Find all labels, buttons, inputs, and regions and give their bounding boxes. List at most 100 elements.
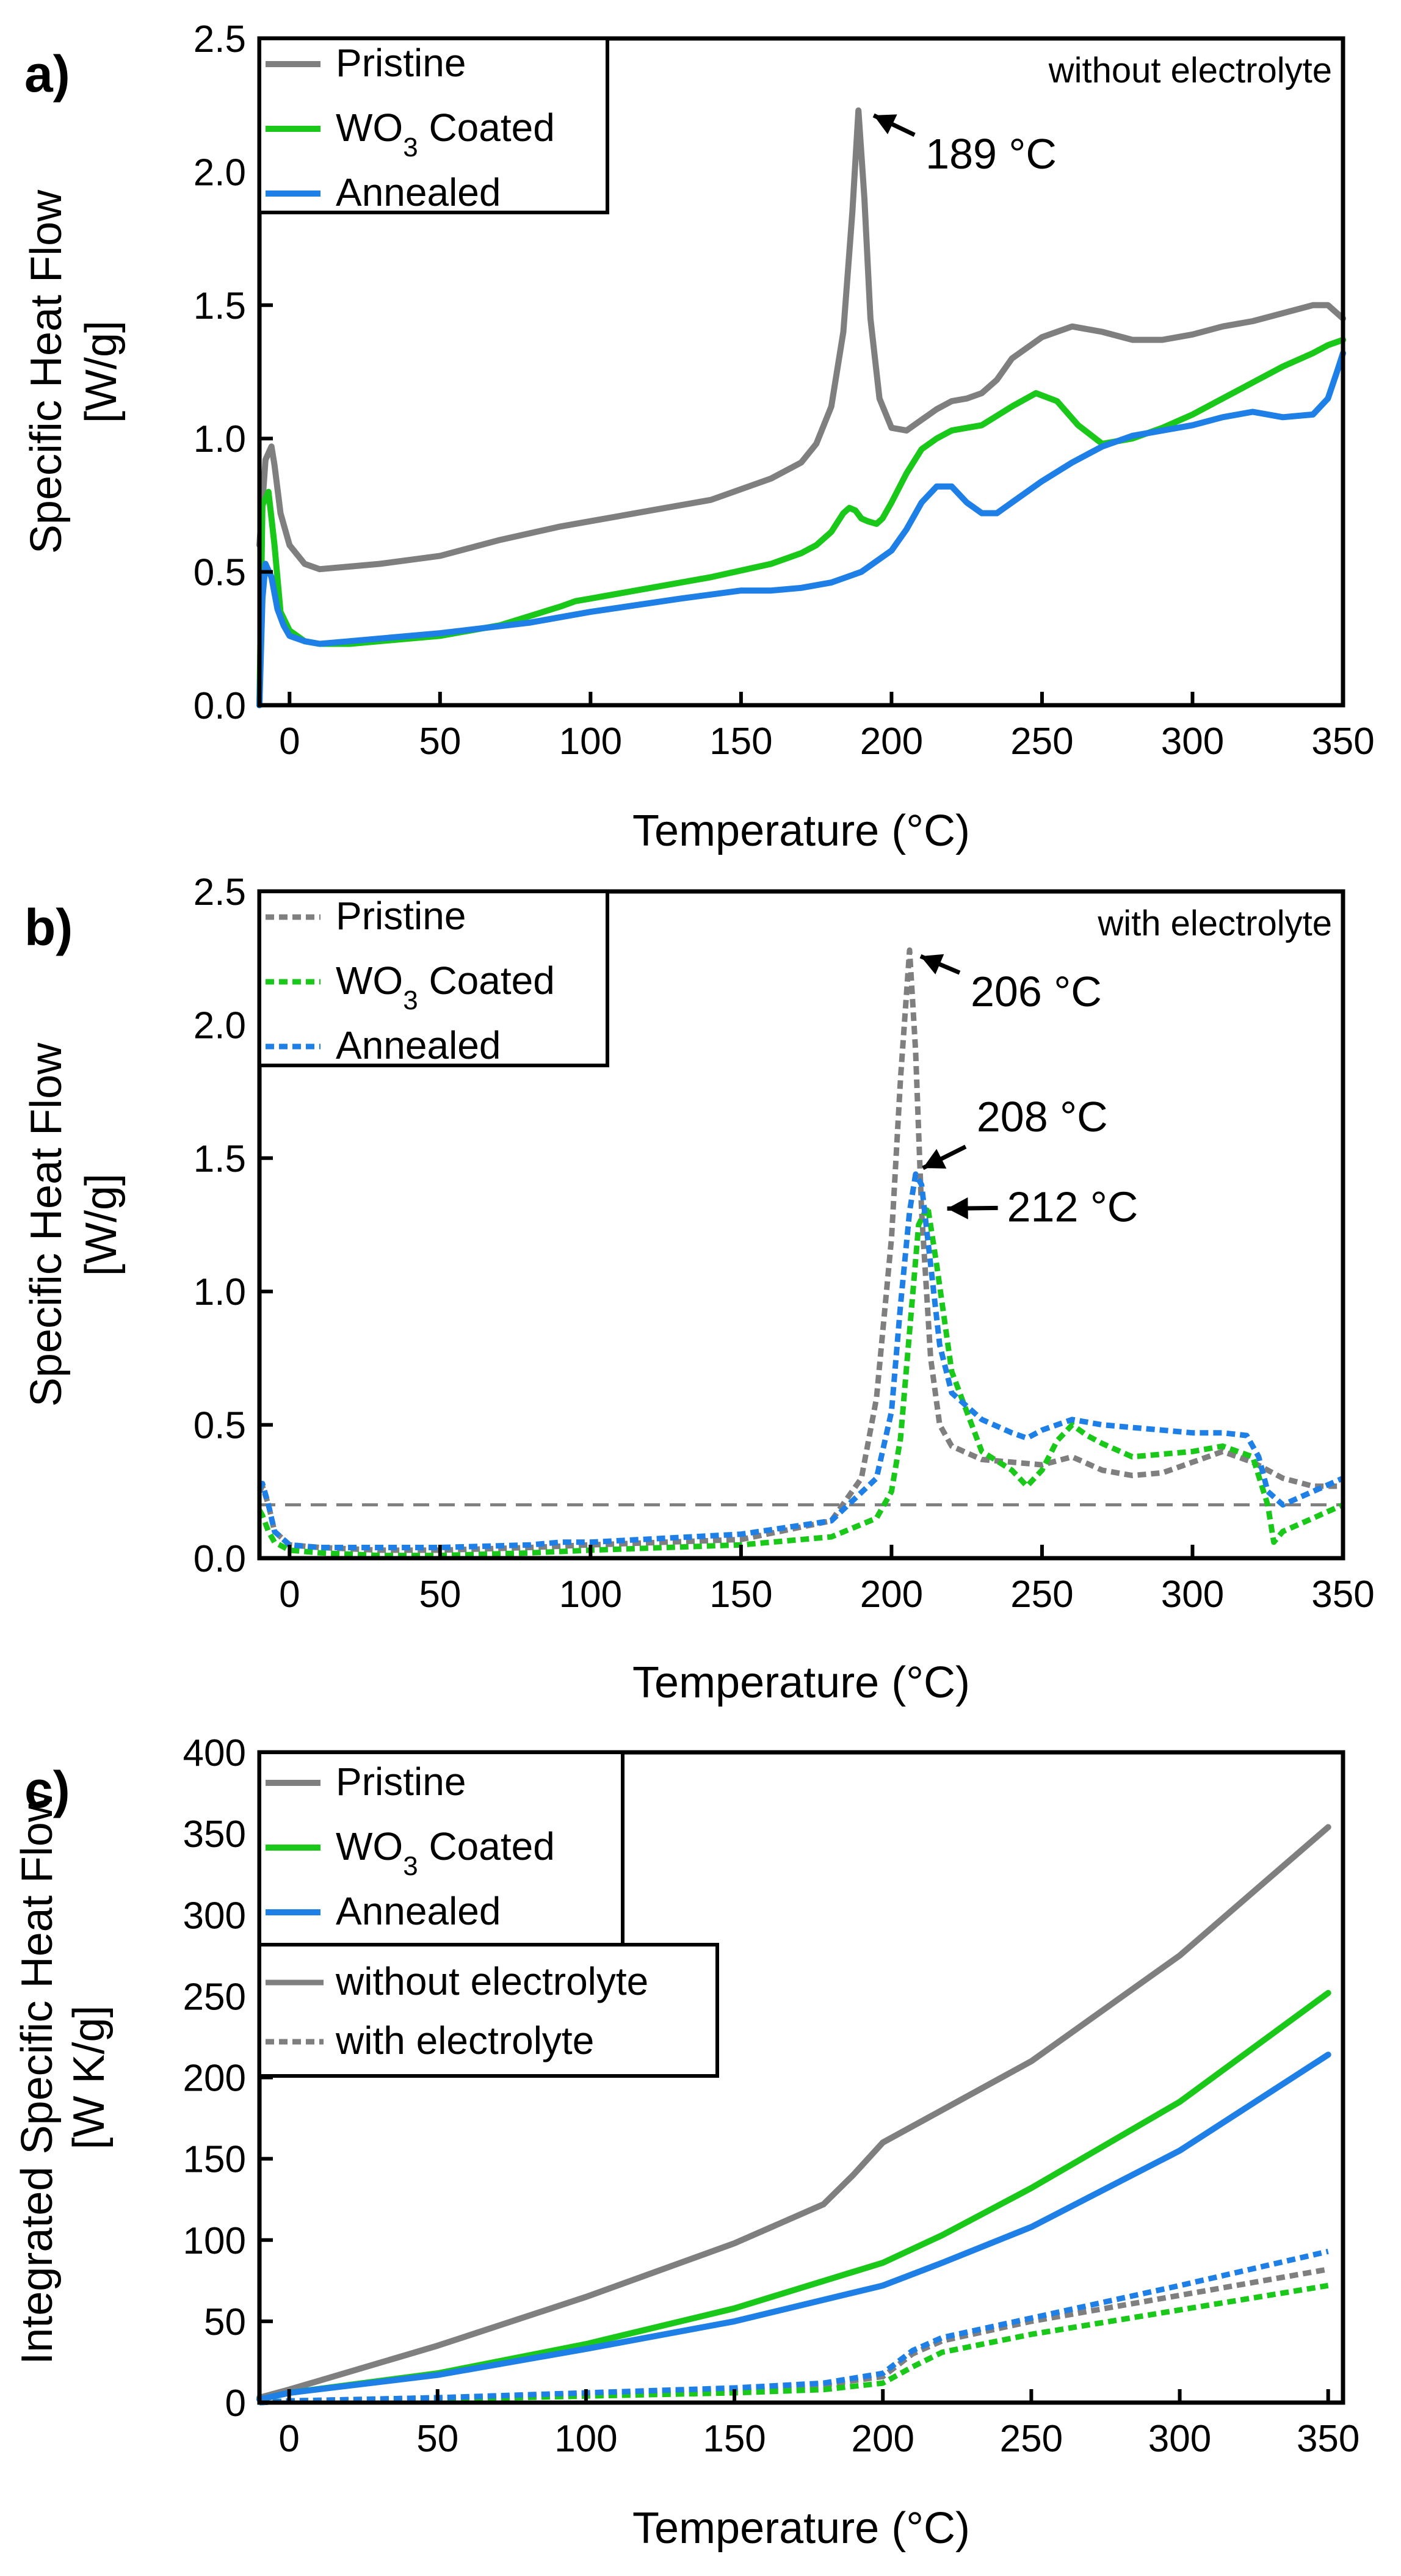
legend: Pristine WO3 Coated Annealed xyxy=(258,37,609,214)
x-tick-label: 150 xyxy=(703,2418,766,2460)
y-tick-label: 1.0 xyxy=(194,418,246,460)
x-tick-label: 100 xyxy=(559,720,622,763)
y-tick-label: 2.5 xyxy=(194,871,246,913)
series-annealed-dashed xyxy=(259,2249,1329,2406)
y-tick-label: 0 xyxy=(225,2382,246,2425)
annotation-label: 212 °C xyxy=(1007,1183,1139,1230)
x-tick-label: 250 xyxy=(1010,1573,1073,1616)
x-tick-label: 300 xyxy=(1148,2418,1211,2460)
plot-frame xyxy=(257,889,1345,1561)
panel-c: c) 0 50 100 150 200 250 300 350 0 50 100 150 200 250 30… xyxy=(13,1732,1359,2553)
y-axis-label: Integrated Specific Heat Flow xyxy=(13,1790,62,2364)
legend-label-annealed: Annealed xyxy=(336,1889,501,1933)
y-tick-label: 0.0 xyxy=(194,1538,246,1580)
legend-label-main: Annealed xyxy=(336,170,501,214)
x-tick-label: 0 xyxy=(279,720,300,763)
legend: Pristine WO3 Coated Annealed xyxy=(258,1751,624,1947)
x-tick-label: 250 xyxy=(1010,720,1073,763)
x-tick-label: 250 xyxy=(1000,2418,1063,2460)
legend-label-main: Annealed xyxy=(336,1023,501,1067)
legend-label-pristine: Pristine xyxy=(336,1760,466,1804)
x-axis-label: Temperature (°C) xyxy=(632,1658,970,1707)
series-pristine-dashed xyxy=(257,947,1343,1553)
legend-label-main: WO xyxy=(336,106,403,150)
y-tick-label: 100 xyxy=(183,2220,246,2262)
legend-label-subscript: 3 xyxy=(403,985,418,1015)
y-tick-label: 250 xyxy=(183,1976,246,2018)
legend-label-main: WO xyxy=(336,959,403,1003)
y-tick-label: 300 xyxy=(183,1895,246,1937)
series-pristine-solid xyxy=(256,107,1346,573)
legend-label-main: Pristine xyxy=(336,41,466,85)
style-legend-box xyxy=(258,1943,719,2078)
x-tick-label: 200 xyxy=(860,720,923,763)
legend: Pristine WO3 Coated Annealed xyxy=(258,890,609,1067)
legend-label-pristine: Pristine xyxy=(336,894,466,938)
x-tick-label: 0 xyxy=(278,2418,299,2460)
legend-label-wo3-coated: WO3 Coated xyxy=(336,959,555,1015)
series-wo3-coated-solid xyxy=(256,336,1346,708)
style-legend-label: with electrolyte xyxy=(335,2019,594,2063)
y-axis-label: [W/g] xyxy=(77,1174,126,1276)
legend-label-wo3-coated: WO3 Coated xyxy=(336,1824,555,1881)
peak-annotation: 206 °C xyxy=(919,954,1102,1015)
legend-label-annealed: Annealed xyxy=(336,1023,501,1067)
series-annealed-solid xyxy=(256,2052,1331,2403)
x-tick-label: 300 xyxy=(1161,1573,1224,1616)
y-tick-label: 2.0 xyxy=(194,151,246,194)
legend-label-main: WO xyxy=(336,1824,403,1868)
annotation-arrow-head xyxy=(947,1197,968,1220)
y-tick-label: 0.5 xyxy=(194,1405,246,1447)
y-tick-label: 2.5 xyxy=(194,18,246,60)
legend-label-rest: Coated xyxy=(418,1824,555,1868)
annotation-arrow-head xyxy=(921,954,944,974)
x-axis-label: Temperature (°C) xyxy=(632,807,970,855)
x-tick-label: 100 xyxy=(554,2418,617,2460)
annotation-label: 206 °C xyxy=(971,968,1102,1015)
annotation-arrow-head xyxy=(874,114,897,134)
y-tick-label: 1.5 xyxy=(194,1138,246,1180)
condition-label: without electrolyte xyxy=(1048,51,1332,90)
series-annealed-solid xyxy=(256,350,1346,708)
y-tick-label: 2.0 xyxy=(194,1004,246,1047)
x-tick-label: 350 xyxy=(1297,2418,1359,2460)
series-wo3-coated-dashed xyxy=(257,1203,1344,1559)
x-tick-label: 100 xyxy=(559,1573,622,1616)
x-tick-label: 50 xyxy=(419,720,461,763)
peak-annotation: 189 °C xyxy=(872,113,1057,178)
panel-letter: c) xyxy=(24,1761,70,1818)
peak-annotation: 208 °C xyxy=(922,1093,1108,1170)
legend-label-pristine: Pristine xyxy=(336,41,466,85)
x-tick-label: 150 xyxy=(709,1573,772,1616)
legend-label-main: Pristine xyxy=(336,894,466,938)
x-tick-label: 200 xyxy=(852,2418,914,2460)
y-tick-label: 50 xyxy=(204,2301,246,2343)
style-legend-label: without electrolyte xyxy=(335,1959,648,2003)
annotation-arrow-head xyxy=(922,1148,947,1169)
series-annealed-dashed xyxy=(257,1171,1344,1550)
x-axis-label: Temperature (°C) xyxy=(632,2504,970,2553)
plot-frame xyxy=(257,36,1345,708)
x-tick-label: 350 xyxy=(1311,1573,1374,1616)
y-tick-label: 1.0 xyxy=(194,1271,246,1313)
y-tick-label: 1.5 xyxy=(194,285,246,327)
legend-label-rest: Coated xyxy=(418,106,555,150)
legend-label-rest: Coated xyxy=(418,959,555,1003)
condition-label: with electrolyte xyxy=(1097,904,1332,943)
y-tick-label: 350 xyxy=(183,1813,246,1856)
y-axis-label: [W/g] xyxy=(77,321,126,423)
x-tick-label: 200 xyxy=(860,1573,923,1616)
x-tick-label: 350 xyxy=(1311,720,1374,763)
y-tick-label: 400 xyxy=(183,1732,246,1774)
y-tick-label: 150 xyxy=(183,2139,246,2181)
legend-label-subscript: 3 xyxy=(403,132,418,162)
y-tick-label: 0.0 xyxy=(194,685,246,727)
legend-label-main: Annealed xyxy=(336,1889,501,1933)
series-wo3-coated-dashed xyxy=(259,2282,1329,2406)
panel-a: a) 0 50 100 150 200 250 300 350 0.0 0.5 1.0 1.5 2.0 2.… xyxy=(22,18,1375,855)
panel-letter: a) xyxy=(24,45,70,103)
y-tick-label: 0.5 xyxy=(194,552,246,594)
legend-box xyxy=(258,37,609,214)
x-tick-label: 0 xyxy=(279,1573,300,1616)
